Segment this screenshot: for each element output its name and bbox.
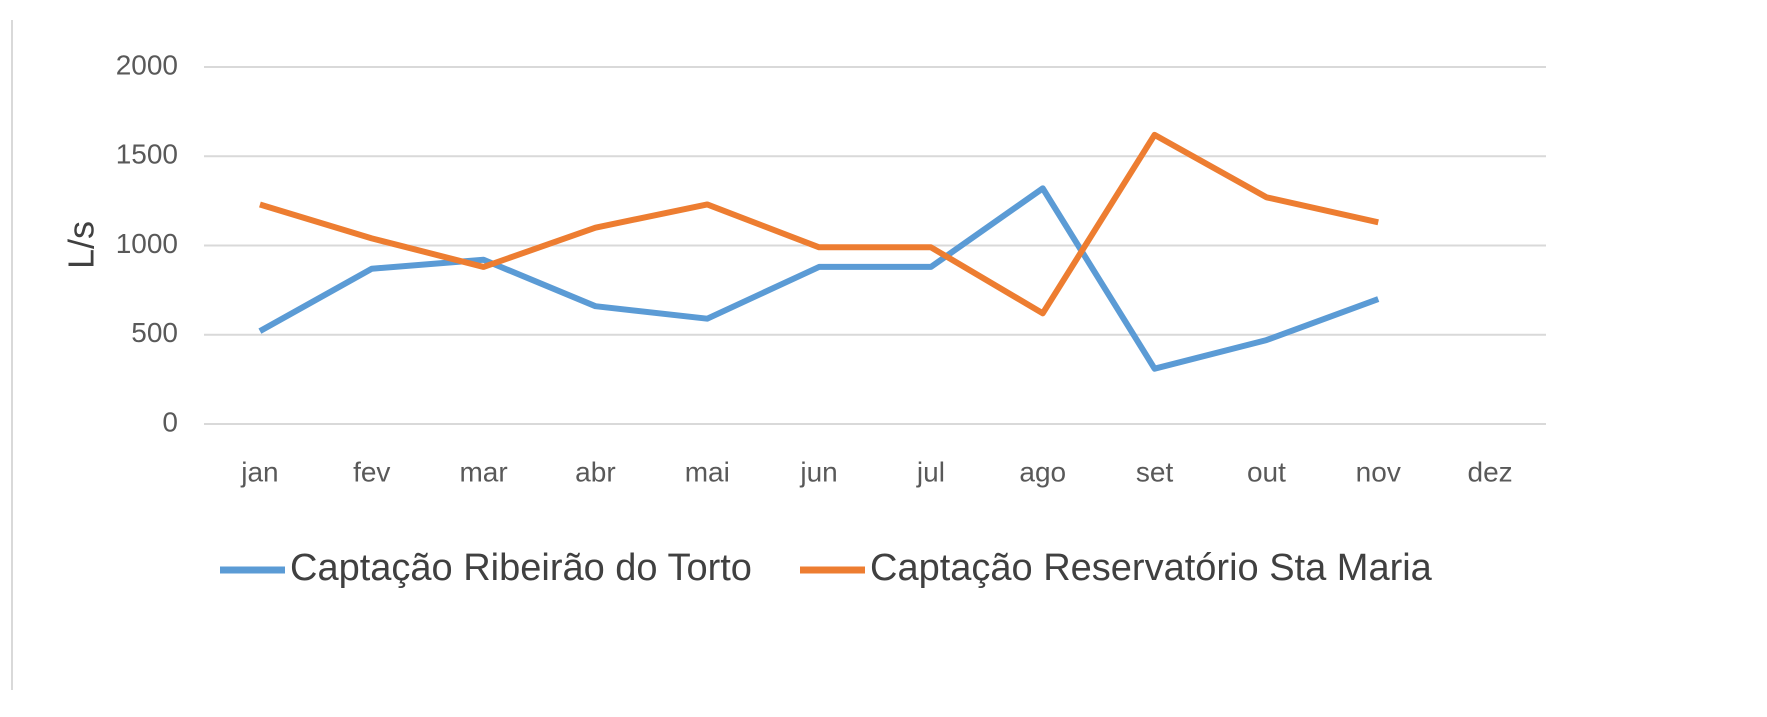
y-tick-label: 1000 (116, 228, 178, 259)
x-tick-label: jun (799, 456, 837, 487)
x-tick-label: out (1247, 456, 1286, 487)
x-tick-label: mar (459, 456, 507, 487)
y-tick-label: 2000 (116, 49, 178, 80)
y-tick-label: 1500 (116, 139, 178, 170)
x-tick-label: set (1136, 456, 1174, 487)
legend-label: Captação Reservatório Sta Maria (870, 547, 1433, 589)
y-tick-label: 500 (131, 317, 178, 348)
series-line (258, 185, 1380, 372)
x-tick-label: fev (353, 456, 390, 487)
x-tick-label: dez (1468, 456, 1513, 487)
series-line (259, 131, 1379, 317)
x-tick-label: mai (685, 456, 730, 487)
x-tick-label: nov (1356, 456, 1401, 487)
x-tick-label: abr (575, 456, 615, 487)
x-tick-label: jul (916, 456, 945, 487)
y-tick-label: 0 (162, 406, 178, 437)
x-tick-label: ago (1019, 456, 1066, 487)
y-axis-label: L/s (61, 221, 102, 269)
x-tick-label: jan (240, 456, 278, 487)
legend-label: Captação Ribeirão do Torto (290, 547, 752, 589)
